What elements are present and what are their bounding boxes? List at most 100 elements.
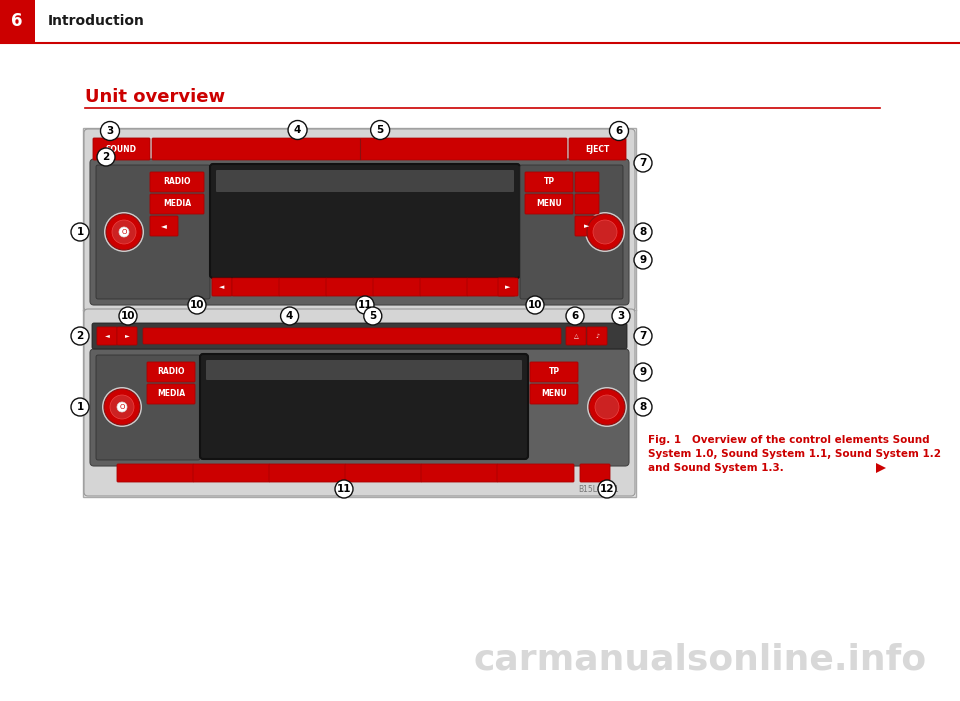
Circle shape	[71, 398, 89, 416]
Circle shape	[280, 307, 299, 325]
FancyBboxPatch shape	[569, 138, 626, 160]
Text: △: △	[574, 334, 578, 339]
Text: 9: 9	[639, 367, 647, 377]
Text: 1: 1	[77, 402, 84, 412]
Circle shape	[612, 307, 630, 325]
FancyBboxPatch shape	[216, 170, 514, 192]
Text: O: O	[121, 229, 127, 235]
Circle shape	[112, 220, 136, 244]
Text: 8: 8	[639, 227, 647, 237]
Circle shape	[593, 220, 617, 244]
FancyBboxPatch shape	[210, 164, 520, 278]
FancyBboxPatch shape	[150, 216, 178, 236]
Circle shape	[598, 480, 616, 498]
Circle shape	[106, 214, 142, 250]
Circle shape	[119, 227, 129, 237]
Bar	[0, 0, 35, 42]
Circle shape	[634, 363, 652, 381]
Text: ◄: ◄	[161, 222, 167, 231]
Circle shape	[97, 148, 115, 166]
Text: ◄: ◄	[105, 334, 109, 339]
Circle shape	[634, 251, 652, 269]
Text: 4: 4	[294, 125, 301, 135]
Text: RADIO: RADIO	[163, 177, 191, 186]
Circle shape	[119, 307, 137, 325]
Text: 6: 6	[12, 12, 23, 30]
FancyBboxPatch shape	[279, 278, 327, 296]
FancyBboxPatch shape	[150, 172, 204, 192]
Text: 11: 11	[358, 300, 372, 310]
Text: 12: 12	[600, 484, 614, 494]
FancyBboxPatch shape	[96, 355, 200, 460]
FancyBboxPatch shape	[90, 159, 629, 305]
Circle shape	[335, 480, 353, 498]
Text: 10: 10	[190, 300, 204, 310]
Text: TP: TP	[548, 367, 560, 376]
FancyBboxPatch shape	[269, 464, 346, 482]
FancyBboxPatch shape	[575, 216, 599, 236]
Text: 3: 3	[107, 126, 113, 136]
FancyBboxPatch shape	[467, 278, 515, 296]
Circle shape	[188, 296, 206, 314]
Text: Fig. 1   Overview of the control elements Sound: Fig. 1 Overview of the control elements …	[648, 435, 929, 445]
FancyBboxPatch shape	[326, 278, 374, 296]
Circle shape	[104, 389, 140, 425]
FancyBboxPatch shape	[97, 327, 117, 345]
Circle shape	[71, 223, 89, 241]
Circle shape	[102, 387, 142, 427]
FancyBboxPatch shape	[575, 172, 599, 192]
FancyBboxPatch shape	[143, 328, 561, 344]
Text: 8: 8	[639, 402, 647, 412]
Text: MEDIA: MEDIA	[156, 390, 185, 398]
Text: 2: 2	[103, 152, 109, 162]
Circle shape	[587, 214, 623, 250]
Circle shape	[364, 307, 382, 325]
Text: 1: 1	[77, 227, 84, 237]
FancyBboxPatch shape	[84, 309, 635, 496]
Circle shape	[585, 212, 625, 252]
Circle shape	[110, 395, 134, 419]
Text: 3: 3	[617, 311, 625, 321]
Text: 9: 9	[639, 255, 647, 265]
Text: Introduction: Introduction	[48, 14, 145, 28]
Text: carmanualsonline.info: carmanualsonline.info	[473, 643, 926, 677]
Text: 10: 10	[121, 311, 135, 321]
FancyBboxPatch shape	[84, 129, 635, 311]
FancyBboxPatch shape	[580, 464, 610, 482]
FancyBboxPatch shape	[200, 354, 528, 459]
Text: 6: 6	[615, 126, 623, 136]
Circle shape	[71, 327, 89, 345]
Text: B15L-0111: B15L-0111	[578, 485, 619, 494]
Text: Unit overview: Unit overview	[85, 88, 226, 106]
FancyBboxPatch shape	[117, 464, 194, 482]
Text: System 1.0, Sound System 1.1, Sound System 1.2: System 1.0, Sound System 1.1, Sound Syst…	[648, 449, 941, 459]
Text: 7: 7	[639, 158, 647, 168]
Text: ►: ►	[585, 223, 589, 229]
FancyBboxPatch shape	[525, 194, 573, 214]
Text: 6: 6	[571, 311, 579, 321]
FancyBboxPatch shape	[150, 194, 204, 214]
Circle shape	[288, 121, 307, 139]
Text: MEDIA: MEDIA	[163, 200, 191, 208]
FancyBboxPatch shape	[193, 464, 270, 482]
Circle shape	[589, 389, 625, 425]
Text: TP: TP	[543, 177, 555, 186]
Circle shape	[610, 121, 629, 140]
Text: MENU: MENU	[541, 390, 566, 398]
Text: 5: 5	[376, 125, 384, 135]
Circle shape	[634, 327, 652, 345]
FancyBboxPatch shape	[420, 278, 468, 296]
FancyBboxPatch shape	[498, 278, 518, 296]
Text: 4: 4	[286, 311, 294, 321]
Circle shape	[104, 212, 144, 252]
Bar	[83, 128, 636, 497]
FancyBboxPatch shape	[530, 384, 578, 404]
FancyBboxPatch shape	[530, 362, 578, 382]
Circle shape	[634, 154, 652, 172]
FancyBboxPatch shape	[90, 349, 629, 466]
FancyBboxPatch shape	[373, 278, 421, 296]
Text: EJECT: EJECT	[586, 144, 610, 154]
FancyBboxPatch shape	[525, 172, 573, 192]
Text: 11: 11	[337, 484, 351, 494]
FancyBboxPatch shape	[566, 327, 586, 345]
